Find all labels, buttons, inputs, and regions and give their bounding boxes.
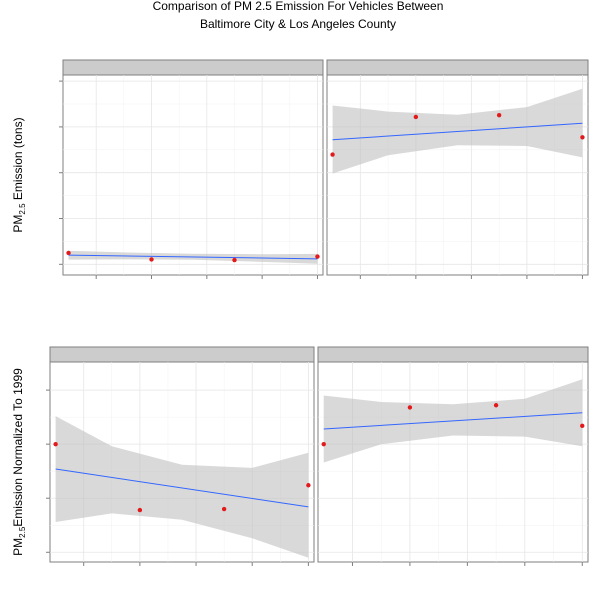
fit-line [68, 254, 318, 260]
fit-line [332, 122, 583, 141]
data-point [413, 114, 419, 120]
y-axis-title: PM2.5 Emission (tons) [11, 117, 27, 232]
plot-panel [62, 74, 324, 276]
charts-layer: PM2.5 Emission (tons)PM2.5Emission Norma… [11, 59, 589, 566]
y-axis-title-main: PM [11, 215, 25, 233]
y-axis-title: PM2.5Emission Normalized To 1999 [11, 368, 27, 556]
y-axis-title-subscript: 2.5 [18, 203, 27, 215]
fit-line [323, 412, 583, 430]
facet-panel [317, 346, 589, 566]
facet-panel [326, 59, 589, 279]
y-axis-title-subscript: 2.5 [18, 526, 27, 538]
data-point [137, 507, 143, 513]
facet-strip [317, 346, 589, 363]
confidence-band [55, 416, 309, 558]
data-point [315, 254, 320, 259]
data-point [232, 257, 237, 263]
facet-panel [59, 59, 324, 279]
y-axis-title-main: PM [11, 538, 25, 556]
facet-strip [49, 346, 315, 363]
data-point [66, 250, 71, 256]
data-point [321, 441, 326, 447]
fit-line [55, 468, 309, 508]
facet-panel [46, 346, 315, 566]
data-point [493, 403, 499, 408]
y-axis-title-rest: Emission Normalized To 1999 [11, 368, 25, 527]
facet-strip [62, 59, 324, 76]
main-title-line-1: Comparison of PM 2.5 Emission For Vehicl… [153, 0, 444, 13]
data-point [496, 112, 502, 118]
facet-strip [326, 59, 589, 76]
data-point [407, 405, 413, 410]
chart-0: PM2.5 Emission (tons) [11, 59, 589, 279]
chart-1: PM2.5Emission Normalized To 1999 [11, 346, 589, 566]
data-point [580, 423, 585, 428]
main-title-line-2: Baltimore City & Los Angeles County [200, 17, 396, 31]
data-point [580, 135, 585, 140]
data-point [330, 152, 335, 157]
data-point [306, 483, 311, 488]
y-axis-title-rest: Emission (tons) [11, 117, 25, 203]
data-point [149, 257, 154, 262]
data-point [53, 441, 58, 447]
data-point [221, 506, 227, 512]
